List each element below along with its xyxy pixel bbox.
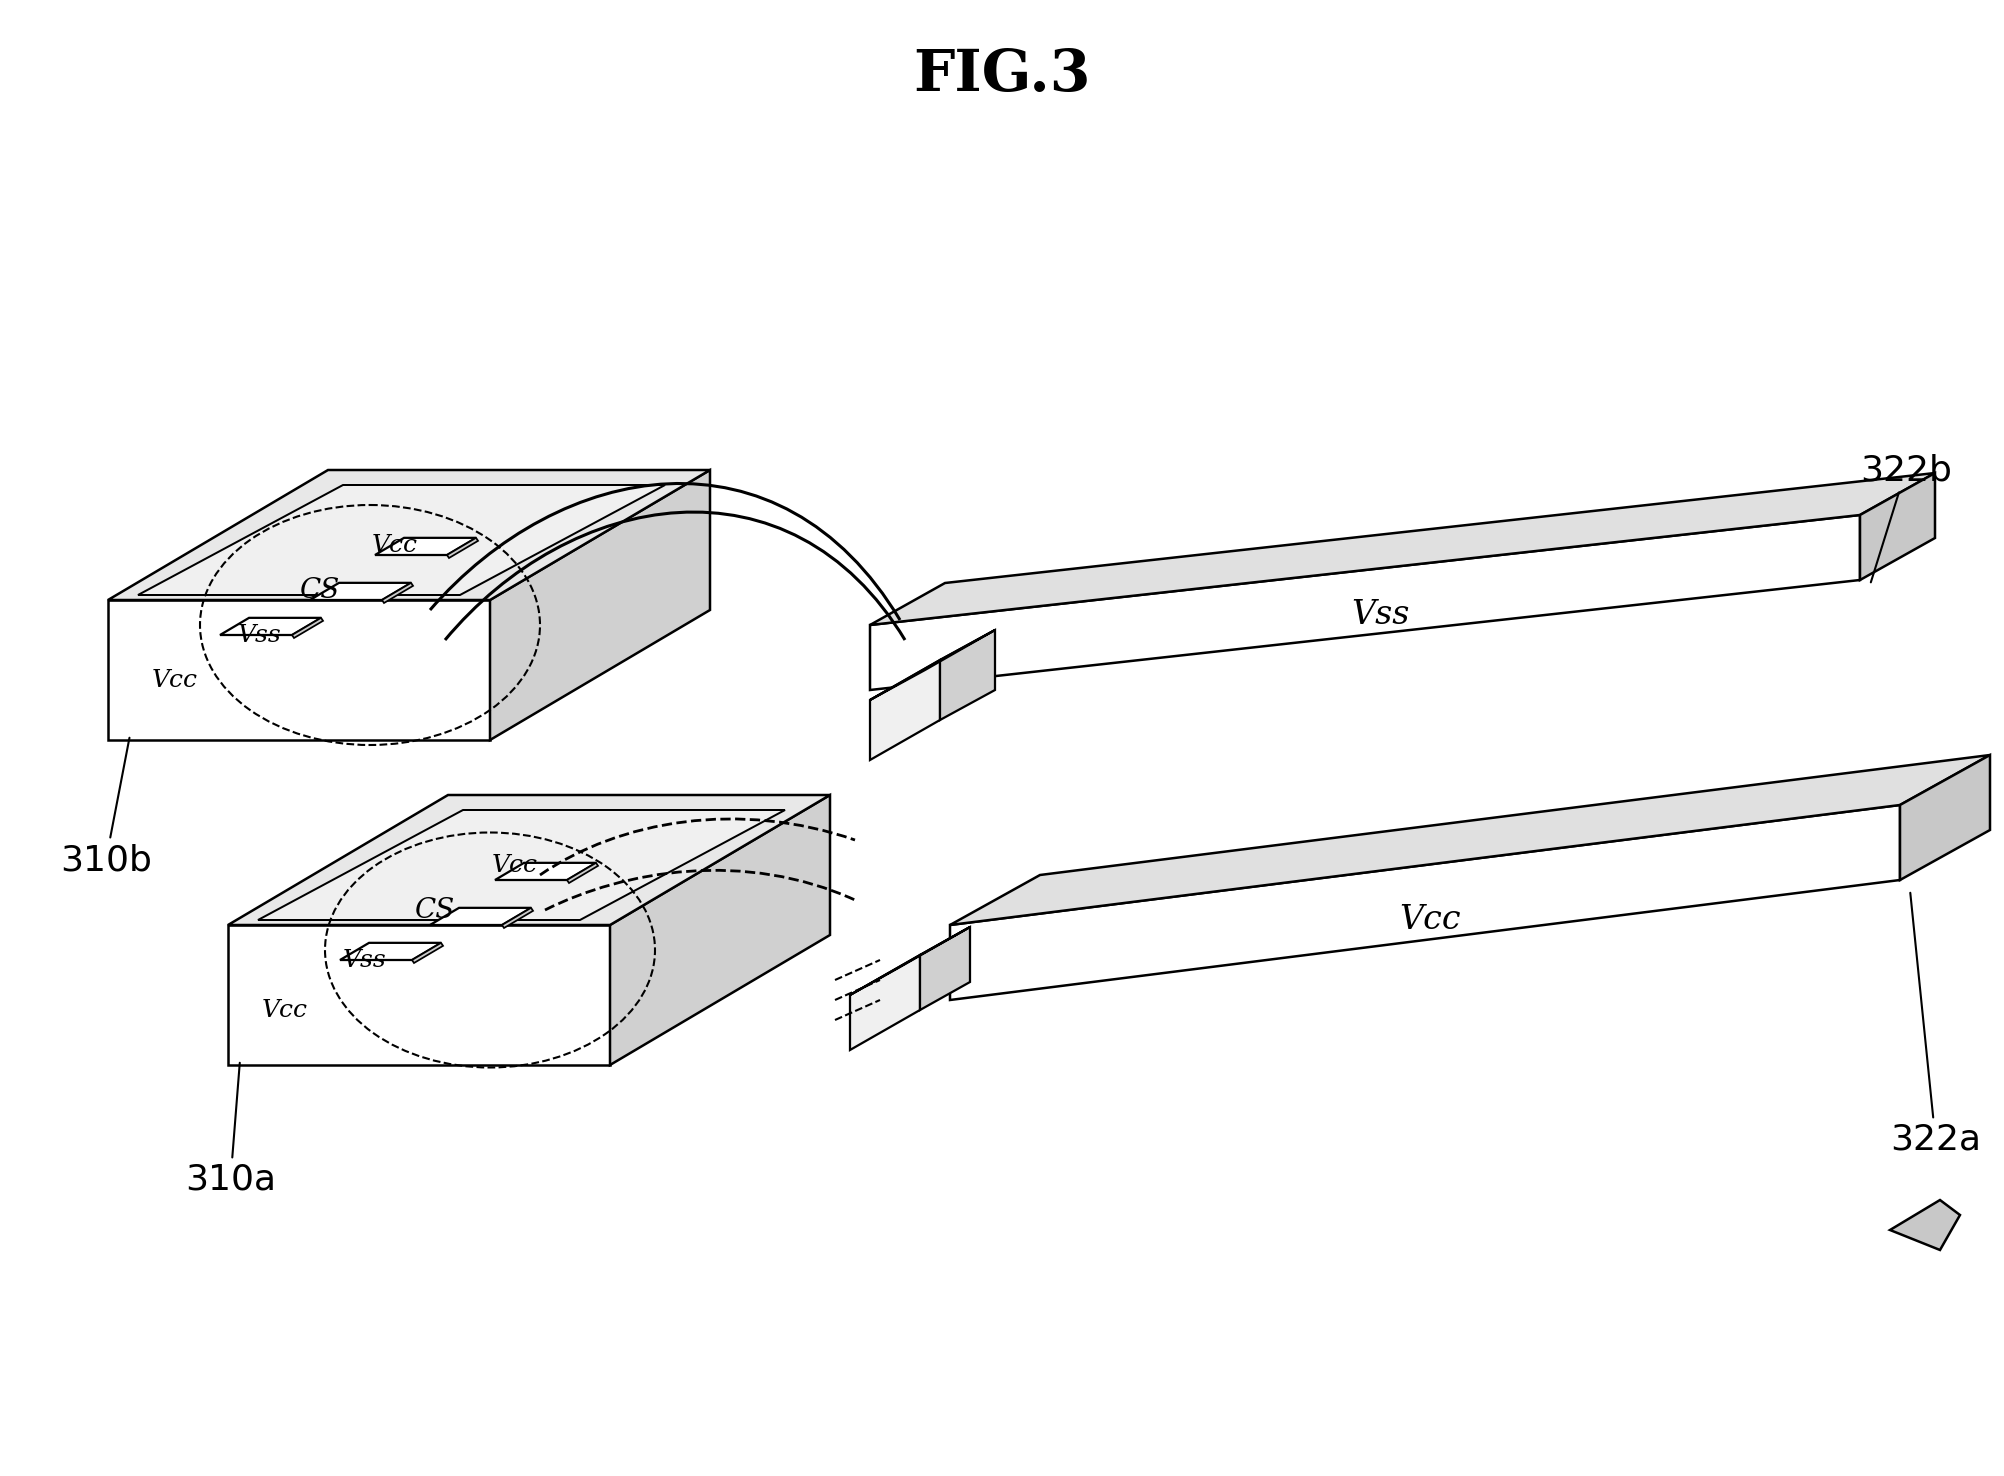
Polygon shape xyxy=(293,618,323,638)
Polygon shape xyxy=(491,469,709,739)
Polygon shape xyxy=(383,583,413,604)
Polygon shape xyxy=(375,537,477,555)
Polygon shape xyxy=(108,469,709,601)
Polygon shape xyxy=(940,630,996,720)
Polygon shape xyxy=(920,927,970,1010)
Polygon shape xyxy=(501,908,533,928)
Polygon shape xyxy=(447,537,479,558)
Polygon shape xyxy=(495,863,595,880)
Text: CS: CS xyxy=(301,577,341,604)
Text: 322a: 322a xyxy=(1890,893,1982,1157)
Polygon shape xyxy=(567,863,597,883)
Polygon shape xyxy=(431,908,531,925)
Text: Vss: Vss xyxy=(1351,599,1409,632)
Polygon shape xyxy=(311,583,411,601)
Text: 310a: 310a xyxy=(184,1063,277,1197)
Text: Vss: Vss xyxy=(343,949,387,971)
Text: Vss: Vss xyxy=(238,623,283,646)
Polygon shape xyxy=(609,796,830,1066)
Text: Vcc: Vcc xyxy=(1399,903,1461,936)
Text: Vcc: Vcc xyxy=(373,533,419,556)
Polygon shape xyxy=(870,630,996,700)
Polygon shape xyxy=(108,601,491,739)
Polygon shape xyxy=(950,756,1990,925)
Text: Vcc: Vcc xyxy=(152,669,198,691)
Text: 322b: 322b xyxy=(1860,453,1952,583)
Polygon shape xyxy=(870,515,1860,689)
Polygon shape xyxy=(1860,472,1936,580)
Polygon shape xyxy=(138,486,665,595)
Polygon shape xyxy=(220,618,321,635)
Polygon shape xyxy=(850,927,970,995)
Text: FIG.3: FIG.3 xyxy=(914,47,1090,103)
Polygon shape xyxy=(950,804,1900,1001)
Text: Vcc: Vcc xyxy=(493,853,537,877)
Text: 310b: 310b xyxy=(60,738,152,877)
Polygon shape xyxy=(228,925,609,1066)
Polygon shape xyxy=(341,943,441,959)
Text: Vcc: Vcc xyxy=(263,998,309,1021)
Text: CS: CS xyxy=(415,896,455,924)
Polygon shape xyxy=(870,472,1936,624)
Polygon shape xyxy=(850,955,920,1049)
Polygon shape xyxy=(413,943,443,962)
Polygon shape xyxy=(870,660,940,760)
Polygon shape xyxy=(259,810,786,920)
Polygon shape xyxy=(228,796,830,925)
Polygon shape xyxy=(1900,756,1990,880)
Polygon shape xyxy=(1890,1200,1960,1250)
